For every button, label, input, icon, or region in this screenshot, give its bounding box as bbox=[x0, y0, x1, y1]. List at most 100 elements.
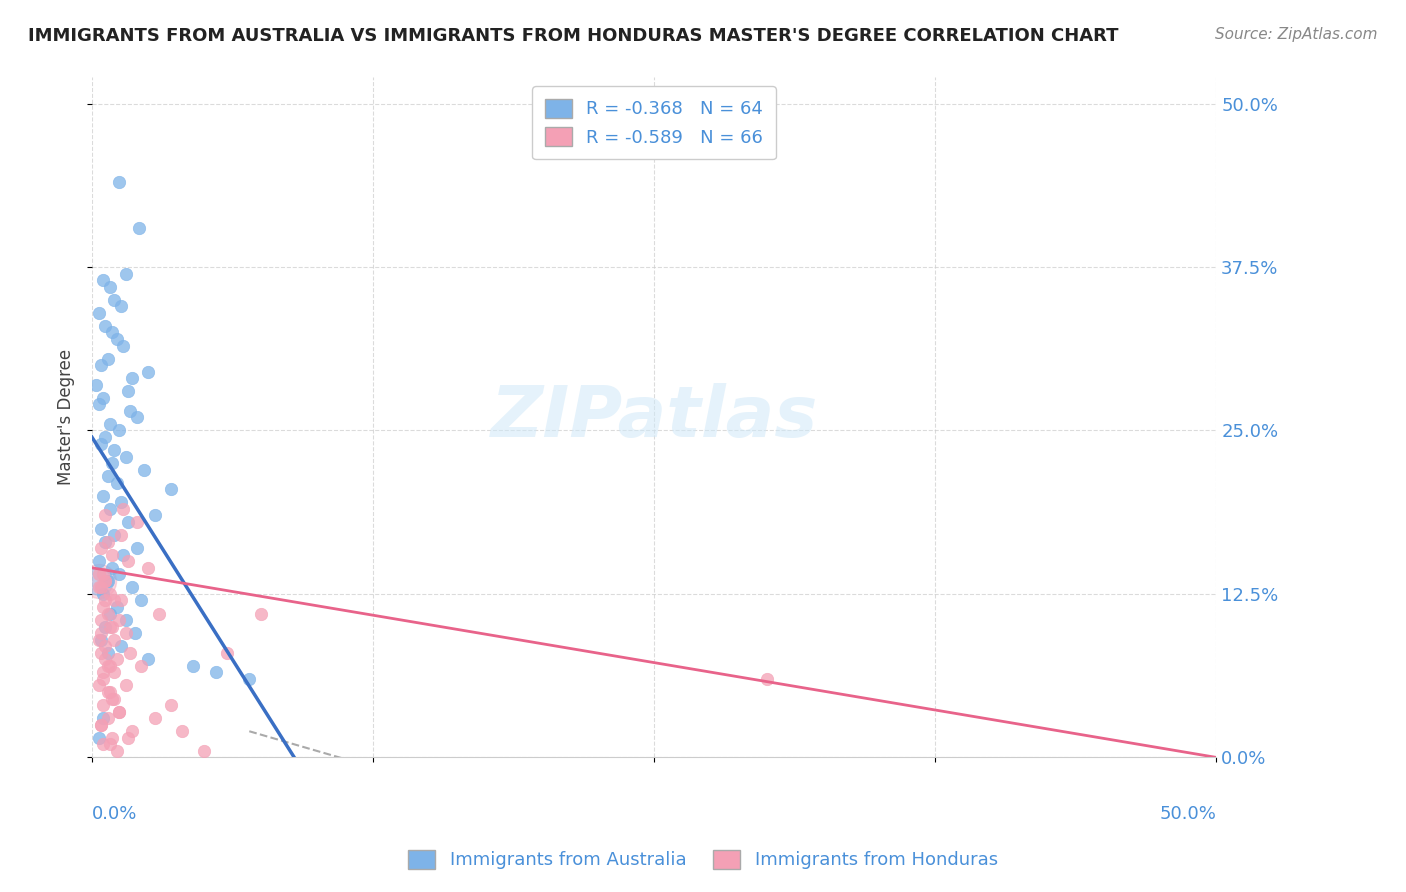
Text: 0.0%: 0.0% bbox=[91, 805, 138, 823]
Text: 50.0%: 50.0% bbox=[1160, 805, 1216, 823]
Point bbox=[97, 574, 120, 588]
Point bbox=[87, 574, 110, 588]
Point bbox=[91, 587, 114, 601]
Point bbox=[170, 724, 193, 739]
Point bbox=[105, 652, 128, 666]
Point bbox=[90, 626, 112, 640]
Point bbox=[94, 574, 117, 588]
Point bbox=[97, 646, 120, 660]
Point bbox=[103, 293, 125, 307]
Point bbox=[94, 534, 117, 549]
Point bbox=[97, 711, 120, 725]
Point bbox=[103, 632, 125, 647]
Point bbox=[181, 658, 204, 673]
Point bbox=[87, 581, 110, 595]
Point bbox=[94, 430, 117, 444]
Point bbox=[94, 652, 117, 666]
Point bbox=[112, 502, 135, 516]
Text: ZIPatlas: ZIPatlas bbox=[491, 383, 818, 452]
Legend: R = -0.368   N = 64, R = -0.589   N = 66: R = -0.368 N = 64, R = -0.589 N = 66 bbox=[533, 87, 776, 160]
Point bbox=[87, 306, 110, 320]
Point bbox=[103, 443, 125, 458]
Point bbox=[90, 646, 112, 660]
Point bbox=[87, 574, 110, 588]
Point bbox=[112, 548, 135, 562]
Point bbox=[114, 267, 136, 281]
Point bbox=[91, 672, 114, 686]
Point bbox=[114, 613, 136, 627]
Point bbox=[91, 711, 114, 725]
Point bbox=[87, 567, 110, 582]
Point bbox=[193, 744, 215, 758]
Text: IMMIGRANTS FROM AUSTRALIA VS IMMIGRANTS FROM HONDURAS MASTER'S DEGREE CORRELATIO: IMMIGRANTS FROM AUSTRALIA VS IMMIGRANTS … bbox=[28, 27, 1119, 45]
Point bbox=[110, 495, 132, 509]
Point bbox=[204, 665, 226, 680]
Point bbox=[103, 593, 125, 607]
Point bbox=[120, 646, 142, 660]
Point bbox=[101, 731, 124, 745]
Point bbox=[159, 698, 181, 712]
Point bbox=[117, 384, 139, 399]
Point bbox=[97, 658, 120, 673]
Point bbox=[90, 613, 112, 627]
Point bbox=[90, 436, 112, 450]
Point bbox=[94, 639, 117, 653]
Point bbox=[103, 528, 125, 542]
Y-axis label: Master's Degree: Master's Degree bbox=[58, 350, 75, 485]
Point bbox=[97, 685, 120, 699]
Point bbox=[91, 698, 114, 712]
Point bbox=[110, 639, 132, 653]
Point bbox=[87, 554, 110, 568]
Point bbox=[136, 561, 159, 575]
Point bbox=[110, 299, 132, 313]
Point bbox=[90, 717, 112, 731]
Point bbox=[108, 424, 131, 438]
Point bbox=[101, 326, 124, 340]
Point bbox=[91, 665, 114, 680]
Point bbox=[91, 273, 114, 287]
Point bbox=[101, 548, 124, 562]
Point bbox=[112, 338, 135, 352]
Point bbox=[94, 574, 117, 588]
Point bbox=[121, 724, 143, 739]
Point bbox=[91, 737, 114, 751]
Point bbox=[98, 417, 121, 431]
Point bbox=[128, 220, 150, 235]
Point bbox=[105, 475, 128, 490]
Point bbox=[108, 175, 131, 189]
Point bbox=[97, 534, 120, 549]
Point bbox=[98, 607, 121, 621]
Point bbox=[121, 581, 143, 595]
Point bbox=[120, 404, 142, 418]
Point bbox=[91, 600, 114, 615]
Text: Source: ZipAtlas.com: Source: ZipAtlas.com bbox=[1215, 27, 1378, 42]
Point bbox=[90, 541, 112, 556]
Point bbox=[105, 744, 128, 758]
Point bbox=[98, 685, 121, 699]
Legend: Immigrants from Australia, Immigrants from Honduras: Immigrants from Australia, Immigrants fr… bbox=[399, 841, 1007, 879]
Point bbox=[110, 528, 132, 542]
Point bbox=[132, 463, 155, 477]
Point bbox=[249, 607, 271, 621]
Point bbox=[94, 508, 117, 523]
Point bbox=[98, 587, 121, 601]
Point bbox=[117, 731, 139, 745]
Point bbox=[124, 626, 146, 640]
Point bbox=[131, 593, 153, 607]
Point bbox=[94, 593, 117, 607]
Point bbox=[87, 397, 110, 411]
Point bbox=[105, 600, 128, 615]
Point bbox=[136, 652, 159, 666]
Point bbox=[97, 351, 120, 366]
Point bbox=[91, 489, 114, 503]
Point bbox=[90, 522, 112, 536]
Point bbox=[98, 737, 121, 751]
Point bbox=[101, 561, 124, 575]
Point bbox=[86, 377, 108, 392]
Point bbox=[87, 731, 110, 745]
Point bbox=[121, 371, 143, 385]
Point bbox=[90, 581, 112, 595]
Point bbox=[143, 508, 166, 523]
Point bbox=[117, 554, 139, 568]
Point bbox=[159, 483, 181, 497]
